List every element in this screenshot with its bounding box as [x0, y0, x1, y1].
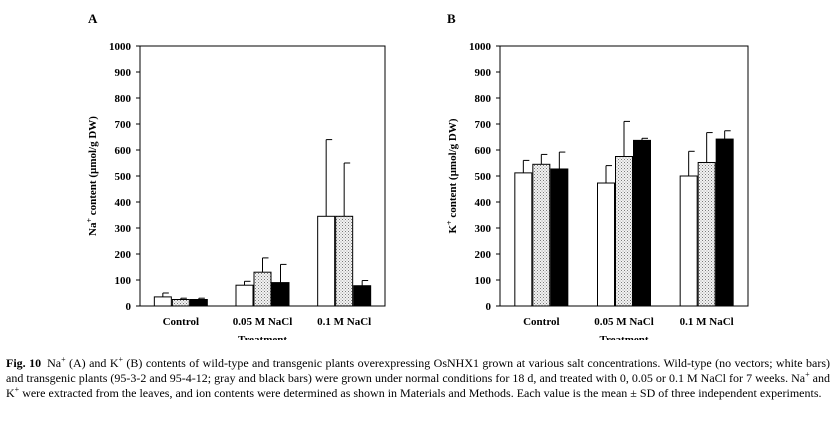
- y-tick-label: 400: [475, 197, 492, 209]
- bar-white: [597, 182, 615, 307]
- y-tick-label: 900: [115, 67, 132, 79]
- caption-segment: were extracted from the leaves, and ion …: [19, 386, 822, 400]
- y-axis-title: Na+ content (µmol/g DW): [85, 116, 99, 236]
- y-tick-label: 700: [115, 119, 132, 131]
- x-axis-title: Treatment: [599, 334, 648, 340]
- bar-white: [679, 175, 698, 307]
- y-tick-label: 300: [115, 223, 132, 235]
- y-tick-label: 800: [115, 93, 132, 105]
- caption-segment: and K: [6, 371, 831, 400]
- chart-panel-a: A 0 100 200 300 400 500 600 700 800 900 1000 Na+ con…: [85, 11, 386, 346]
- y-tick-label: 200: [115, 249, 132, 261]
- bar-white: [514, 172, 533, 307]
- caption-segment: (A) and K: [65, 356, 119, 370]
- bar-gray: [171, 299, 190, 307]
- panel-letter: B: [447, 11, 456, 26]
- caption-superscript: +: [14, 385, 20, 394]
- y-tick-label: 600: [475, 145, 492, 157]
- x-category-label: 0.05 M NaCl: [233, 316, 293, 328]
- bar-gray: [532, 163, 551, 307]
- bar-gray: [253, 271, 272, 307]
- figure-caption: Fig. 10 Na+ (A) and K+ (B) contents of wi…: [6, 356, 830, 401]
- y-tick-label: 0: [486, 301, 492, 313]
- y-axis-title-part: K: [447, 225, 459, 234]
- y-tick-label: 500: [115, 171, 132, 183]
- y-tick-label: 0: [126, 301, 132, 313]
- y-tick-label: 100: [115, 275, 132, 287]
- y-axis-title-part: Na: [87, 222, 99, 236]
- x-category-label: 0.05 M NaCl: [594, 316, 654, 328]
- y-axis-title-superscript: +: [445, 220, 454, 225]
- caption-superscript: +: [118, 355, 124, 364]
- y-tick-label: 400: [115, 197, 132, 209]
- bar-gray: [697, 161, 716, 307]
- caption-segment: (B) contents of wild-type and transgenic…: [6, 356, 830, 385]
- figure: A 0 100 200 300 400 500 600 700 800 900 1000 Na+ con…: [85, 11, 749, 346]
- y-tick-label: 300: [475, 223, 492, 235]
- bar-black: [271, 282, 290, 307]
- x-category-label: Control: [163, 316, 199, 328]
- x-category-label: Control: [523, 316, 559, 328]
- y-tick-label: 900: [475, 67, 492, 79]
- y-axis-title: K+ content (µmol/g DW): [445, 118, 459, 233]
- caption-superscript: +: [61, 355, 66, 364]
- caption-superscript: +: [805, 370, 810, 379]
- bar-black: [189, 299, 208, 307]
- y-tick-label: 800: [475, 93, 492, 105]
- y-tick-label: 500: [475, 171, 492, 183]
- y-axis-title-part: content (µmol/g DW): [447, 118, 459, 220]
- caption-label: Fig. 10: [6, 356, 42, 370]
- y-axis-title-superscript: +: [85, 218, 94, 223]
- y-tick-label: 200: [475, 249, 492, 261]
- bar-gray: [335, 215, 354, 307]
- caption-segment: Na: [47, 356, 62, 370]
- bar-black: [353, 285, 372, 307]
- bar-black: [550, 168, 569, 307]
- y-axis-title-part: content (µmol/g DW): [87, 116, 99, 218]
- bar-white: [153, 296, 172, 307]
- bar-black: [633, 139, 651, 307]
- panel-letter: A: [88, 11, 98, 26]
- y-tick-label: 1000: [109, 41, 132, 53]
- y-tick-label: 600: [115, 145, 132, 157]
- y-tick-label: 700: [475, 119, 492, 131]
- bar-gray: [615, 156, 633, 307]
- x-category-label: 0.1 M NaCl: [317, 316, 371, 328]
- y-tick-label: 1000: [469, 41, 492, 53]
- bar-white: [317, 215, 336, 307]
- caption-text: Na+ (A) and K+ (B) contents of wild-type…: [6, 355, 831, 401]
- chart-panel-b: B 0 100 200 300 400 500 600 700 800 900 1000 K+ cont…: [445, 11, 749, 346]
- x-category-label: 0.1 M NaCl: [680, 316, 734, 328]
- bar-white: [235, 284, 254, 307]
- bar-black: [715, 138, 734, 307]
- y-tick-label: 100: [475, 275, 492, 287]
- x-axis-title: Treatment: [238, 334, 287, 340]
